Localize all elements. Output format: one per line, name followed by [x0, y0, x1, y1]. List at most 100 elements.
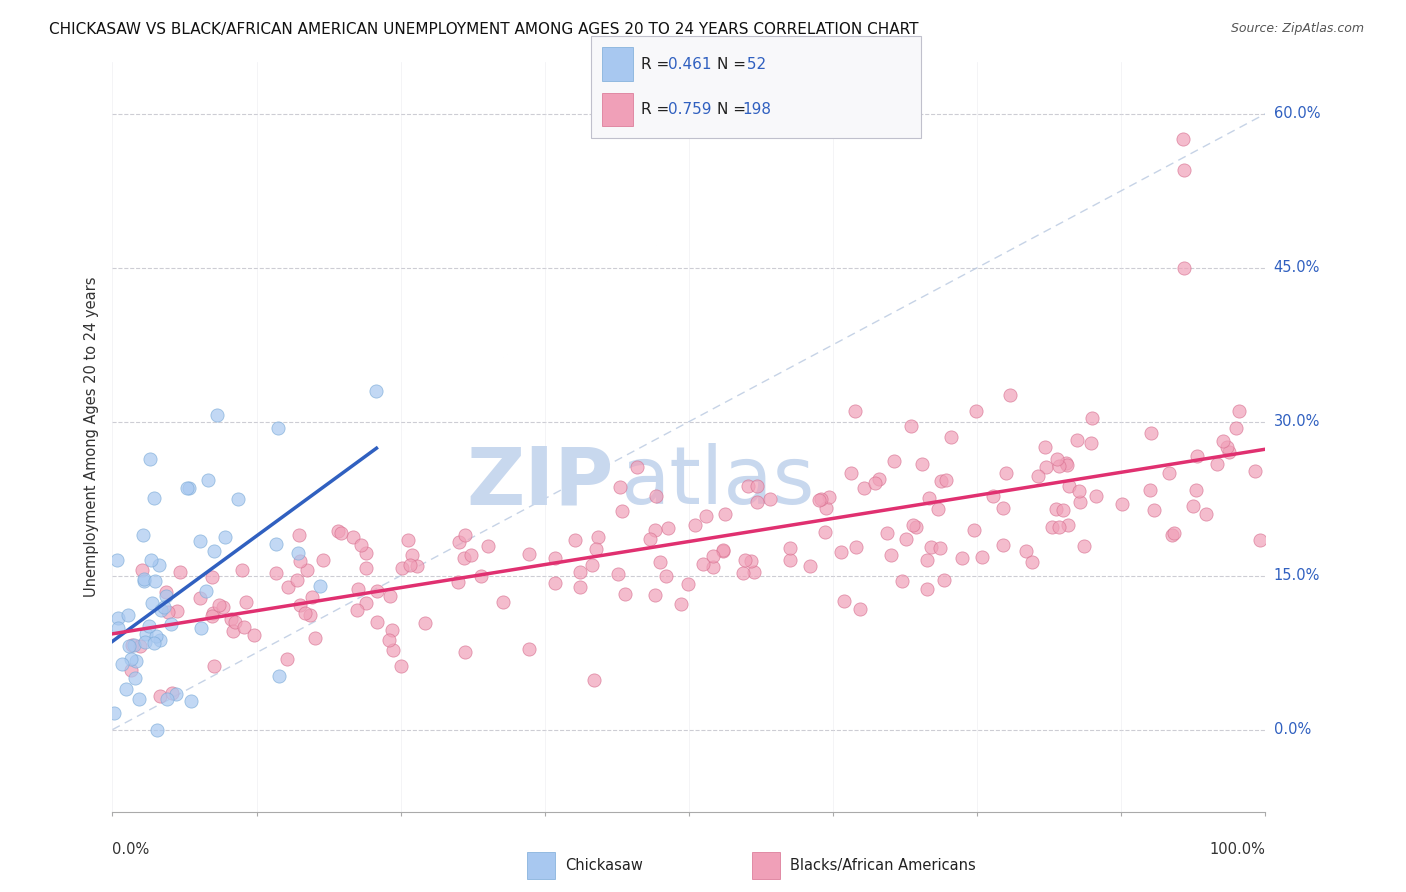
Point: [1173, 163, 1195, 178]
Point: [517, 547, 540, 561]
Point: [1000, 388, 1022, 402]
Point: [121, 638, 143, 652]
Point: [177, 482, 200, 496]
Point: [894, 533, 917, 547]
Point: [470, 568, 492, 582]
Text: N =: N =: [717, 57, 751, 72]
Point: [810, 492, 832, 507]
Point: [453, 645, 475, 659]
Point: [683, 518, 706, 533]
Point: [517, 641, 540, 656]
Text: 60.0%: 60.0%: [1274, 106, 1320, 121]
Point: [1040, 520, 1063, 534]
Point: [128, 692, 150, 706]
Point: [876, 526, 898, 541]
Point: [401, 549, 423, 563]
Point: [145, 629, 167, 643]
Text: 15.0%: 15.0%: [1274, 568, 1320, 583]
Point: [381, 623, 404, 637]
Point: [139, 452, 162, 467]
Point: [991, 539, 1014, 553]
Point: [138, 618, 160, 632]
Point: [544, 576, 567, 591]
Point: [1066, 433, 1088, 447]
Point: [447, 535, 470, 549]
Point: [731, 566, 754, 580]
Text: R =: R =: [641, 102, 675, 117]
Point: [197, 473, 219, 487]
Point: [844, 404, 866, 418]
Point: [294, 606, 316, 620]
Point: [868, 471, 890, 485]
Point: [190, 534, 212, 549]
Point: [1026, 469, 1049, 483]
Point: [115, 682, 138, 697]
Point: [1140, 426, 1163, 441]
Point: [1173, 132, 1195, 146]
Point: [1045, 502, 1067, 516]
Point: [1185, 449, 1208, 463]
Point: [346, 602, 368, 616]
Point: [266, 537, 288, 551]
Point: [165, 687, 187, 701]
Point: [758, 491, 780, 506]
Point: [219, 612, 242, 626]
Point: [737, 478, 759, 492]
Point: [396, 533, 419, 547]
Point: [1081, 411, 1104, 425]
Point: [205, 408, 228, 422]
Point: [1046, 452, 1069, 467]
Text: 0.461: 0.461: [668, 57, 711, 72]
Point: [1249, 533, 1271, 547]
Point: [814, 524, 837, 539]
Point: [883, 454, 905, 468]
Point: [354, 546, 377, 560]
Point: [156, 691, 179, 706]
Point: [613, 587, 636, 601]
Point: [832, 594, 855, 608]
Point: [586, 530, 609, 544]
Point: [702, 549, 724, 564]
Point: [927, 501, 949, 516]
Point: [176, 481, 198, 495]
Point: [233, 619, 256, 633]
Point: [169, 565, 191, 579]
Point: [845, 541, 868, 555]
Point: [188, 591, 211, 605]
Point: [1182, 499, 1205, 513]
Point: [1215, 440, 1237, 454]
Point: [290, 599, 312, 613]
Point: [301, 591, 323, 605]
Point: [214, 530, 236, 544]
Point: [1173, 260, 1195, 275]
Point: [152, 600, 174, 615]
Point: [657, 521, 679, 535]
Point: [582, 673, 605, 687]
Text: 100.0%: 100.0%: [1209, 842, 1265, 857]
Point: [160, 617, 183, 632]
Point: [287, 545, 309, 559]
Point: [676, 576, 699, 591]
Point: [1021, 555, 1043, 569]
Point: [1033, 440, 1056, 454]
Point: [692, 557, 714, 571]
Point: [695, 509, 717, 524]
Point: [1035, 460, 1057, 475]
Text: 30.0%: 30.0%: [1274, 414, 1320, 429]
Point: [1057, 517, 1080, 532]
Point: [149, 689, 172, 703]
Point: [202, 659, 225, 673]
Point: [711, 543, 734, 558]
Point: [702, 560, 724, 574]
Y-axis label: Unemployment Among Ages 20 to 24 years: Unemployment Among Ages 20 to 24 years: [84, 277, 100, 598]
Point: [107, 611, 129, 625]
Point: [377, 633, 399, 648]
Point: [149, 603, 172, 617]
Point: [299, 607, 322, 622]
Point: [1111, 497, 1133, 511]
Point: [1194, 507, 1216, 521]
Point: [267, 669, 290, 683]
Point: [1163, 526, 1185, 541]
Point: [491, 595, 513, 609]
Point: [276, 652, 298, 666]
